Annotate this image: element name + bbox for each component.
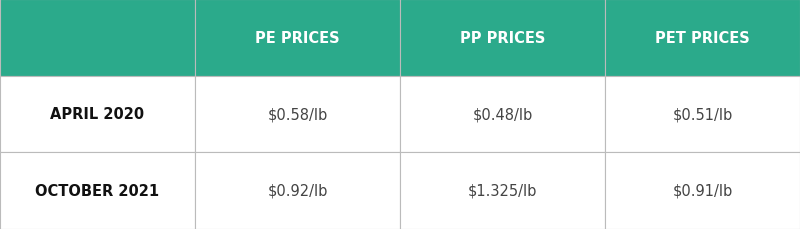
Text: $0.58/lb: $0.58/lb [267,107,328,122]
Bar [400,0,605,76]
Bar [195,76,400,153]
Text: PET PRICES: PET PRICES [655,31,750,46]
Bar [605,0,800,76]
Bar [400,76,605,153]
Text: PE PRICES: PE PRICES [255,31,340,46]
Text: $0.91/lb: $0.91/lb [672,183,733,198]
Bar [0,153,195,229]
Bar [400,153,605,229]
Bar [605,153,800,229]
Text: OCTOBER 2021: OCTOBER 2021 [35,183,159,198]
Text: $0.51/lb: $0.51/lb [672,107,733,122]
Bar [0,76,195,153]
Text: $1.325/lb: $1.325/lb [468,183,537,198]
Text: $0.92/lb: $0.92/lb [267,183,328,198]
Text: APRIL 2020: APRIL 2020 [50,107,145,122]
Bar [605,76,800,153]
Text: PP PRICES: PP PRICES [460,31,545,46]
Bar [195,0,400,76]
Text: $0.48/lb: $0.48/lb [472,107,533,122]
Bar [195,153,400,229]
Bar [0,0,195,76]
